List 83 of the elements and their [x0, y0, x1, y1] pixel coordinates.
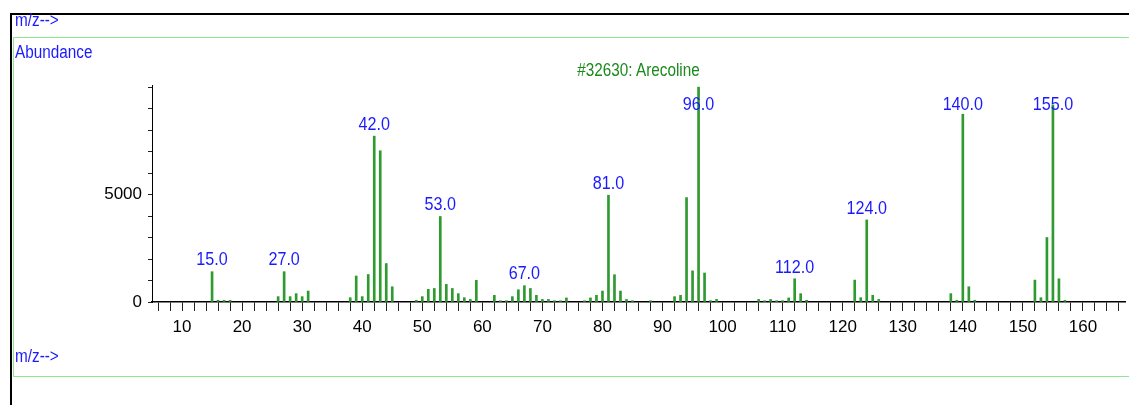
x-tick-label: 130: [888, 317, 917, 337]
bar: [613, 274, 616, 302]
bar: [595, 295, 598, 302]
bar: [462, 297, 466, 302]
x-tick-label: 10: [172, 317, 192, 337]
annotation: 15.0: [196, 248, 228, 270]
bar: [607, 194, 610, 302]
x-tick-label: 90: [653, 317, 672, 337]
bar: [685, 197, 688, 302]
x-tick-label: 20: [232, 317, 252, 337]
bar: [535, 295, 538, 302]
x-tick-label: 150: [1008, 317, 1038, 337]
annotation: 27.0: [268, 248, 301, 270]
bar: [372, 135, 376, 302]
bar: [691, 270, 694, 302]
annotation: 53.0: [424, 192, 457, 215]
annotation: 140.0: [942, 92, 984, 115]
y-axis-title: Abundance: [15, 42, 93, 63]
x-tick-label: 120: [828, 317, 857, 337]
bar: [703, 272, 706, 302]
annotation: 81.0: [592, 171, 625, 194]
annotation: 42.0: [358, 112, 391, 135]
bar: [679, 295, 682, 302]
y-tick-label: 5000: [104, 184, 142, 204]
bar: [444, 284, 448, 302]
bar: [625, 299, 628, 302]
bar: [877, 299, 881, 302]
annotation: 155.0: [1032, 92, 1074, 115]
bar: [420, 296, 424, 302]
bar: [354, 275, 358, 302]
y-tick-label: 0: [132, 291, 142, 311]
bar: [619, 290, 622, 302]
bar: [673, 296, 676, 302]
bar: [601, 290, 604, 302]
bar: [871, 295, 875, 302]
x-tick-label: 70: [532, 317, 552, 337]
bar: [378, 150, 382, 302]
x-tick-label: 30: [292, 317, 312, 337]
x-tick-label: 60: [472, 317, 492, 337]
bar: [799, 293, 802, 302]
bar: [715, 299, 718, 302]
annotation: 67.0: [508, 262, 541, 284]
bar: [511, 296, 514, 302]
bar: [757, 299, 760, 302]
x-axis-title: m/z-->: [15, 346, 59, 367]
x-tick-label: 40: [352, 317, 372, 337]
bar: [390, 286, 394, 302]
bar: [793, 278, 796, 302]
bar: [865, 219, 869, 302]
bar: [348, 297, 352, 302]
bar: [859, 297, 863, 302]
bar: [787, 297, 790, 302]
bar: [432, 288, 436, 302]
bar: [426, 288, 430, 302]
bar: [565, 297, 568, 302]
x-tick-label: 100: [708, 317, 737, 337]
bar: [384, 263, 388, 302]
bar: [523, 285, 526, 302]
bar: [360, 296, 364, 302]
x-tick-label: 160: [1068, 317, 1098, 337]
bar: [366, 274, 370, 302]
x-tick-label: 140: [948, 317, 978, 337]
x-tick-label: 110: [769, 317, 797, 337]
bar: [475, 279, 478, 302]
bar: [547, 299, 550, 302]
bar: [450, 288, 454, 302]
chart-title: #32630: Arecoline: [577, 59, 700, 81]
x-tick-label: 80: [593, 317, 612, 337]
text: m/z-->: [15, 10, 59, 31]
annotation: 112.0: [775, 255, 815, 277]
bar: [853, 279, 857, 302]
bar: [456, 293, 460, 302]
bar: [589, 297, 592, 302]
annotation: 124.0: [846, 196, 888, 218]
bar: [541, 299, 544, 302]
x-tick-label: 50: [412, 317, 432, 337]
bar: [769, 299, 772, 302]
bar: [529, 288, 532, 302]
bar: [438, 216, 442, 302]
bar: [949, 293, 953, 302]
bar: [517, 289, 520, 302]
bar: [493, 295, 496, 302]
bar: [469, 299, 472, 302]
